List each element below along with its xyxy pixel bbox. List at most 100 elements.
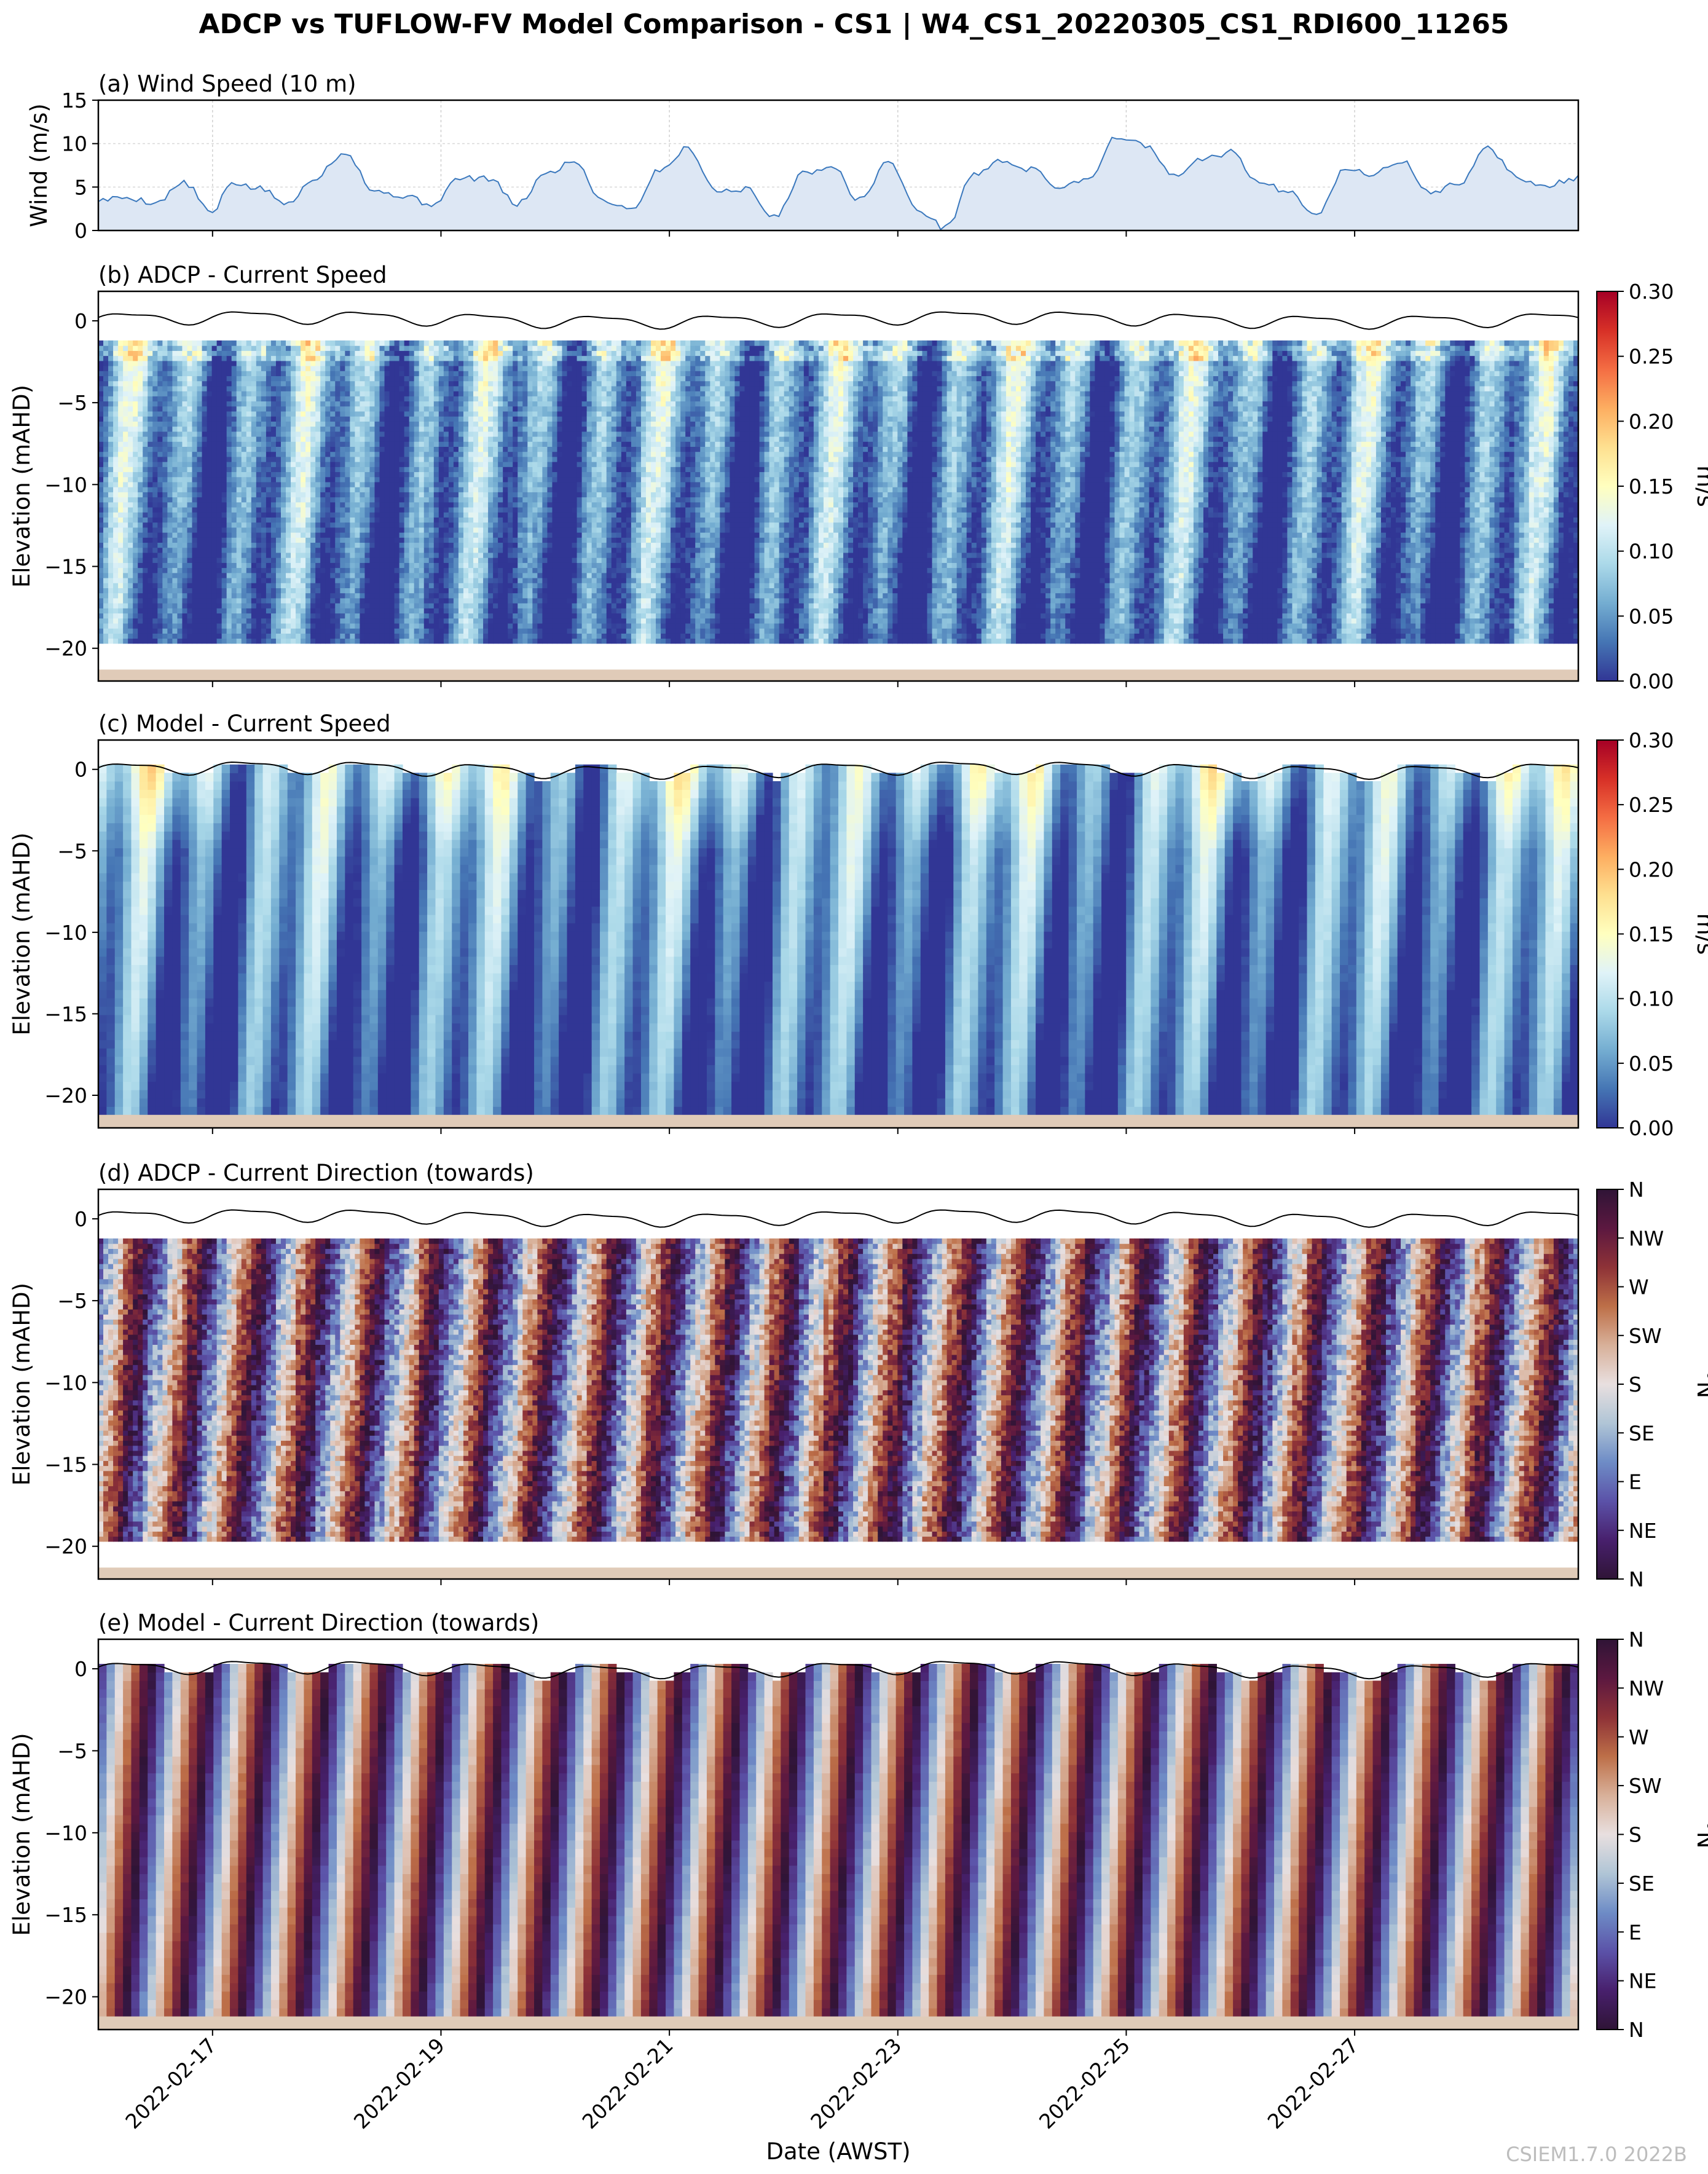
heatmap-cell — [98, 391, 104, 396]
heatmap-cell — [98, 542, 104, 548]
heatmap-cell — [133, 618, 138, 624]
heatmap-cell — [128, 406, 133, 412]
heatmap-cell — [103, 341, 109, 346]
heatmap-cell — [118, 421, 124, 427]
heatmap-cell — [103, 522, 109, 528]
heatmap-cell — [113, 356, 119, 361]
heatmap-cell — [118, 361, 124, 366]
heatmap-cell — [118, 502, 124, 508]
heatmap-cell — [128, 512, 133, 518]
heatmap-cell — [128, 492, 133, 497]
heatmap-cell — [138, 613, 143, 618]
heatmap-cell — [103, 452, 109, 457]
heatmap-cell — [128, 376, 133, 381]
heatmap-cell — [123, 376, 128, 381]
heatmap-cell — [118, 452, 124, 457]
heatmap-cell — [108, 381, 114, 387]
heatmap-cell — [98, 406, 104, 412]
heatmap-cell — [133, 366, 138, 371]
heatmap-cell — [128, 411, 133, 417]
heatmap-cell — [123, 457, 128, 462]
heatmap-cell — [103, 507, 109, 513]
heatmap-cell — [138, 532, 143, 538]
heatmap-cell — [98, 411, 104, 417]
y-tick-label: 10 — [61, 132, 87, 156]
heatmap-cell — [138, 628, 143, 634]
heatmap-cell — [113, 628, 119, 634]
heatmap-cell — [108, 557, 114, 563]
heatmap-cell — [108, 542, 114, 548]
heatmap-cell — [123, 588, 128, 593]
heatmap-cell — [118, 593, 124, 599]
heatmap-cell — [133, 471, 138, 477]
heatmap-cell — [113, 371, 119, 376]
heatmap-cell — [133, 573, 138, 578]
heatmap-cell — [128, 452, 133, 457]
heatmap-cell — [98, 497, 104, 503]
heatmap-cell — [103, 568, 109, 573]
heatmap-cell — [108, 411, 114, 417]
heatmap-cell — [113, 497, 119, 503]
heatmap-cell — [98, 366, 104, 371]
heatmap-cell — [103, 557, 109, 563]
heatmap-cell — [108, 421, 114, 427]
heatmap-cell — [108, 497, 114, 503]
heatmap-cell — [103, 573, 109, 578]
heatmap-cell — [113, 462, 119, 467]
heatmap-cell — [123, 548, 128, 553]
heatmap-cell — [123, 411, 128, 417]
heatmap-cell — [128, 618, 133, 624]
heatmap-cell — [138, 537, 143, 543]
heatmap-cell — [128, 517, 133, 522]
heatmap-cell — [118, 406, 124, 412]
heatmap-cell — [123, 593, 128, 599]
heatmap-cell — [103, 537, 109, 543]
heatmap-cell — [133, 628, 138, 634]
heatmap-cell — [128, 487, 133, 492]
heatmap-cell — [108, 477, 114, 482]
heatmap-cell — [133, 416, 138, 422]
heatmap-cell — [113, 487, 119, 492]
heatmap-cell — [98, 350, 104, 356]
heatmap-cell — [103, 401, 109, 406]
heatmap-cell — [108, 341, 114, 346]
heatmap-cell — [113, 386, 119, 392]
heatmap-cell — [108, 548, 114, 553]
heatmap-cell — [103, 623, 109, 629]
heatmap-cell — [108, 431, 114, 437]
heatmap-cell — [98, 633, 104, 639]
heatmap-cell — [108, 502, 114, 508]
heatmap-cell — [128, 386, 133, 392]
heatmap-cell — [98, 386, 104, 392]
heatmap-cell — [98, 467, 104, 472]
heatmap-cell — [133, 396, 138, 401]
heatmap-cell — [98, 396, 104, 401]
heatmap-cell — [103, 603, 109, 608]
heatmap-cell — [113, 396, 119, 401]
heatmap-cell — [128, 527, 133, 533]
heatmap-cell — [133, 593, 138, 599]
heatmap-cell — [123, 421, 128, 427]
heatmap-cell — [103, 462, 109, 467]
heatmap-cell — [138, 562, 143, 568]
heatmap-cell — [118, 497, 124, 503]
heatmap-cell — [103, 578, 109, 583]
heatmap-cell — [103, 396, 109, 401]
heatmap-cell — [113, 406, 119, 412]
heatmap-cell — [123, 517, 128, 522]
heatmap-cell — [118, 573, 124, 578]
heatmap-cell — [103, 457, 109, 462]
heatmap-cell — [128, 608, 133, 613]
heatmap-cell — [113, 568, 119, 573]
heatmap-cell — [118, 583, 124, 588]
heatmap-cell — [133, 361, 138, 366]
heatmap-cell — [108, 391, 114, 396]
heatmap-cell — [108, 537, 114, 543]
heatmap-cell — [133, 603, 138, 608]
heatmap-cell — [133, 386, 138, 392]
heatmap-cell — [138, 593, 143, 599]
heatmap-cell — [113, 553, 119, 558]
heatmap-cell — [133, 487, 138, 492]
heatmap-cell — [138, 578, 143, 583]
heatmap-cell — [103, 527, 109, 533]
